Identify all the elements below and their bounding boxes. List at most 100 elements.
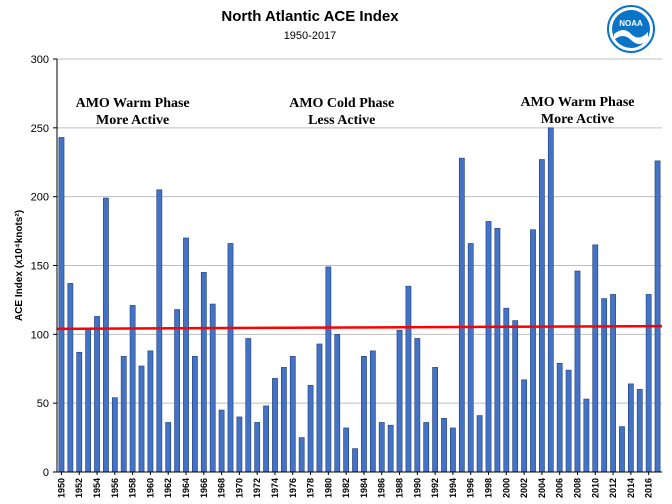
bar-2009 — [583, 398, 590, 473]
annotation-line1: AMO Warm Phase — [520, 95, 634, 110]
y-tick-label: 300 — [31, 54, 49, 66]
bar-1993 — [441, 418, 447, 473]
bar-1977 — [298, 437, 305, 473]
chart-subtitle: 1950-2017 — [283, 30, 337, 42]
bar-1966 — [200, 272, 207, 473]
bar-1965 — [192, 356, 198, 473]
bar-2001 — [512, 320, 519, 473]
x-tick-label: 2004 — [537, 478, 547, 498]
x-tick-label: 1984 — [359, 478, 369, 498]
x-tick-label: 1976 — [288, 478, 298, 498]
annotation-line1: AMO Warm Phase — [76, 96, 190, 111]
bar-1978 — [307, 384, 314, 473]
bar-2005 — [547, 127, 554, 473]
bar-1950 — [58, 137, 65, 473]
bar-1962 — [165, 422, 172, 473]
bar-1954 — [94, 316, 100, 473]
x-tick-label: 1968 — [217, 478, 227, 498]
x-tick-label: 2016 — [644, 478, 654, 498]
x-tick-label: 1998 — [484, 478, 494, 498]
bar-1969 — [227, 243, 234, 473]
bar-1987 — [387, 424, 394, 473]
annotation-line2: Less Active — [308, 113, 375, 128]
bar-1976 — [289, 356, 296, 473]
bar-1970 — [236, 416, 243, 473]
bar-1960 — [147, 350, 154, 473]
y-tick-label: 0 — [43, 467, 49, 479]
bar-1955 — [103, 197, 109, 473]
y-tick-label: 50 — [37, 398, 49, 410]
bar-1953 — [85, 328, 92, 473]
bar-1992 — [432, 367, 439, 473]
y-tick-label: 150 — [31, 261, 49, 273]
bar-1997 — [476, 415, 483, 473]
y-tick-label: 100 — [31, 329, 49, 341]
bar-1963 — [174, 309, 180, 473]
bar-1998 — [485, 221, 492, 473]
bar-1996 — [467, 243, 474, 473]
bar-2006 — [556, 362, 563, 473]
bar-1958 — [129, 305, 136, 473]
bar-1988 — [396, 329, 403, 473]
x-tick-label: 1990 — [412, 478, 422, 498]
logo-text: NOAA — [619, 19, 643, 28]
x-tick-label: 1994 — [448, 478, 458, 498]
noaa-logo-icon: NOAA — [607, 5, 655, 53]
annotation-line2: More Active — [541, 112, 614, 127]
bar-1995 — [458, 157, 465, 473]
bar-2012 — [610, 294, 616, 473]
x-tick-label: 2014 — [626, 478, 636, 498]
bar-1981 — [334, 334, 341, 473]
chart-title: North Atlantic ACE Index — [221, 8, 399, 25]
bar-2013 — [619, 426, 625, 473]
bar-1971 — [245, 338, 252, 473]
bar-1951 — [67, 283, 74, 473]
x-tick-label: 1964 — [181, 478, 191, 498]
x-tick-label: 1962 — [163, 478, 173, 498]
bar-1959 — [138, 365, 145, 473]
x-tick-label: 1958 — [128, 478, 138, 498]
bar-2002 — [521, 379, 527, 473]
bar-1975 — [280, 367, 287, 473]
bar-2003 — [530, 229, 536, 473]
x-tick-label: 1974 — [270, 478, 280, 498]
x-tick-label: 1996 — [466, 478, 476, 498]
x-tick-label: 1986 — [377, 478, 387, 498]
bar-1964 — [183, 237, 189, 473]
bar-1985 — [369, 350, 376, 473]
bar-1986 — [378, 422, 385, 473]
x-tick-label: 1952 — [74, 478, 84, 498]
x-tick-label: 1972 — [252, 478, 262, 498]
bar-1984 — [361, 356, 367, 473]
bar-1979 — [316, 343, 323, 473]
bar-1957 — [120, 356, 127, 473]
bar-1956 — [111, 397, 118, 473]
x-tick-label: 2012 — [608, 478, 618, 498]
bar-1968 — [218, 409, 225, 473]
annotation-line2: More Active — [96, 113, 169, 128]
bar-1982 — [343, 427, 350, 473]
bar-2014 — [627, 383, 634, 473]
bar-2016 — [645, 294, 652, 473]
bar-1973 — [263, 405, 269, 473]
x-tick-label: 2008 — [572, 478, 582, 498]
bar-1990 — [414, 338, 421, 473]
x-tick-label: 1982 — [341, 478, 351, 498]
bar-1974 — [272, 378, 278, 473]
bar-1999 — [494, 228, 501, 473]
x-tick-label: 2000 — [501, 478, 511, 498]
x-tick-label: 1992 — [430, 478, 440, 498]
annotation-line1: AMO Cold Phase — [289, 96, 394, 111]
x-tick-label: 1978 — [306, 478, 316, 498]
x-tick-label: 1960 — [145, 478, 155, 498]
bar-1991 — [423, 422, 430, 473]
x-tick-label: 1970 — [234, 478, 244, 498]
x-tick-label: 1980 — [323, 478, 333, 498]
x-tick-label: 2002 — [519, 478, 529, 498]
bar-2011 — [601, 298, 608, 473]
x-tick-label: 1950 — [56, 478, 66, 498]
bar-1972 — [254, 422, 261, 473]
bar-2017 — [654, 160, 661, 473]
x-tick-label: 1966 — [199, 478, 209, 498]
